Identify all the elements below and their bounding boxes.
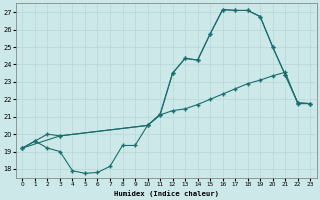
X-axis label: Humidex (Indice chaleur): Humidex (Indice chaleur) <box>114 190 219 197</box>
